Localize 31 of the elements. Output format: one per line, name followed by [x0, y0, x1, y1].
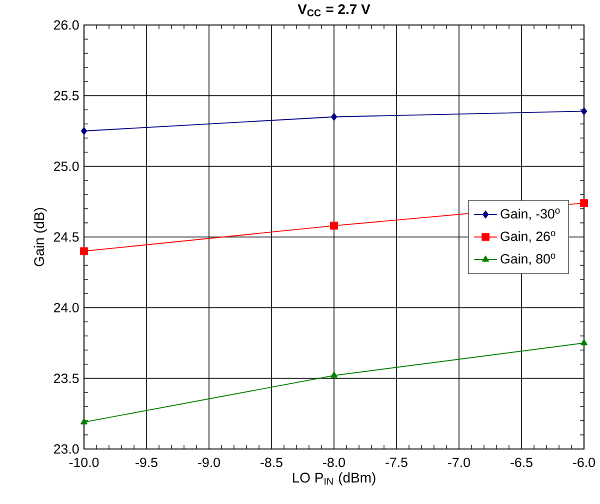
chart-title: V$_{CC}$ = 2.7 V: [298, 4, 370, 16]
x-tick-label: -9.0: [198, 458, 220, 468]
y-tick-label: 25.0: [54, 162, 79, 172]
x-tick-label: -6.0: [573, 458, 595, 468]
legend-label: Gain, 80$^{o}$: [500, 254, 556, 266]
point: [330, 222, 338, 230]
point: [80, 127, 88, 135]
x-axis-title: LO P$_{IN}$ (dBm): [292, 472, 376, 486]
y-tick-label: 24.0: [54, 302, 79, 312]
point: [80, 247, 88, 256]
legend-label: Gain, 26$^{o}$: [500, 231, 556, 243]
x-tick-label: -6.5: [510, 458, 532, 468]
y-axis-title: Gain (dB): [34, 208, 47, 266]
point: [580, 199, 588, 208]
point: [330, 372, 338, 378]
x-tick-label: -9.5: [136, 458, 158, 468]
point: [580, 339, 588, 346]
y-tick-label: 24.5: [54, 232, 79, 242]
y-tick-label: 23.5: [54, 374, 79, 384]
legend-label: Gain, -30$^{o}$: [500, 208, 560, 220]
x-tick-label: -8.0: [323, 458, 345, 468]
x-tick-label: -10.0: [69, 458, 99, 468]
y-tick-label: 26.0: [54, 20, 79, 30]
x-tick-label: -7.0: [448, 458, 470, 468]
x-tick-label: -8.5: [260, 458, 282, 468]
point: [330, 112, 338, 121]
point: [580, 107, 588, 116]
point: [80, 418, 88, 424]
x-tick-label: -7.5: [386, 458, 408, 468]
y-tick-label: 25.5: [54, 90, 79, 100]
y-tick-label: 23.0: [54, 444, 79, 454]
